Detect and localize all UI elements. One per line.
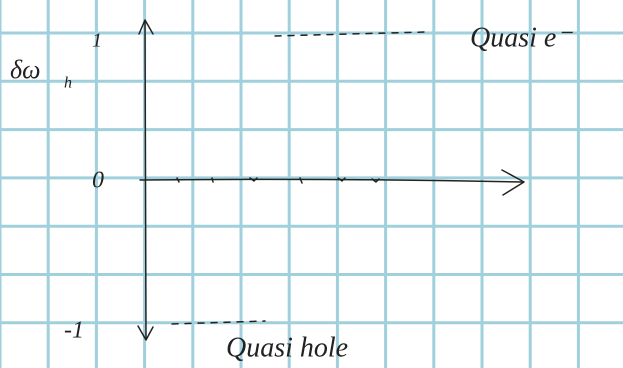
annotation-bottom: Quasi hole [226, 332, 348, 363]
y-axis-label: δω [10, 55, 40, 84]
y-min-label: -1 [64, 318, 84, 344]
x-axis [140, 179, 522, 182]
y-max-label: 1 [92, 30, 102, 52]
sketch: δω h 1 0 -1 Quasi e⁻ Quasi hole [0, 0, 623, 368]
zero-label: 0 [92, 168, 104, 194]
y-axis-label-sub: h [64, 75, 72, 92]
annotation-top: Quasi e⁻ [470, 22, 573, 53]
